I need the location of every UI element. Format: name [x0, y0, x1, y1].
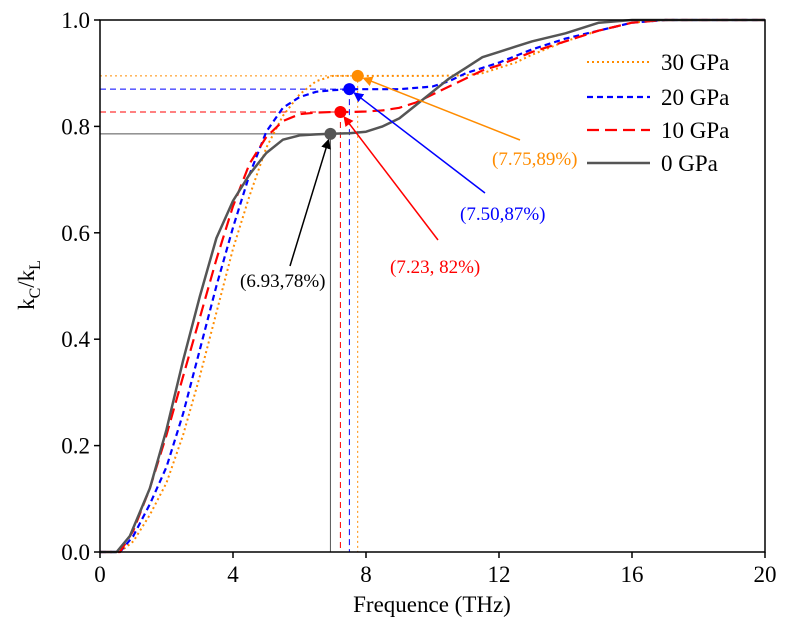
y-tick-label: 0.6: [61, 221, 90, 246]
annotation-arrow-0: [362, 76, 521, 141]
y-tick-label: 0.0: [61, 540, 90, 565]
legend-label-1: 20 GPa: [661, 85, 729, 110]
x-tick-label: 8: [360, 562, 372, 587]
y-tick-label: 0.8: [61, 114, 90, 139]
legend-label-3: 0 GPa: [661, 151, 718, 176]
annotation-point-0: [351, 69, 364, 82]
axes-frame: [99, 19, 766, 553]
annotation-arrow-3: [289, 138, 331, 267]
x-tick-label: 16: [621, 562, 644, 587]
legend-label-0: 30 GPa: [661, 50, 729, 75]
annotation-point-3: [324, 127, 337, 140]
legend-label-2: 10 GPa: [661, 118, 729, 143]
annotation-arrow-1: [353, 92, 486, 194]
annotation-label-2: (7.23, 82%): [390, 257, 480, 278]
x-tick-label: 0: [94, 562, 106, 587]
series-line-0-gpa: [100, 18, 765, 554]
plot-area: 0 4 8 12 16 20 0.0 0.2 0.4 0.6 0.8 1.0 30 GPa 20 GPa 1…: [61, 8, 776, 587]
annotation-label-0: (7.75,89%): [492, 149, 577, 170]
x-tick-label: 12: [488, 562, 511, 587]
y-tick-label: 1.0: [61, 8, 90, 33]
annotation-label-3: (6.93,78%): [240, 271, 325, 292]
annotation-point-1: [343, 83, 356, 96]
annotation-label-1: (7.50,87%): [460, 204, 545, 225]
x-axis-title: Frequence (THz): [353, 592, 511, 617]
series-line-10-gpa: [100, 18, 765, 554]
y-tick-label: 0.2: [61, 434, 90, 459]
y-tick-label: 0.4: [61, 327, 90, 352]
y-axis-title: kC/kL: [14, 260, 44, 310]
x-tick-label: 4: [227, 562, 239, 587]
annotation-arrow-2: [343, 116, 439, 241]
series-line-20-gpa: [100, 18, 765, 554]
annotation-point-2: [334, 106, 347, 119]
x-tick-label: 20: [754, 562, 777, 587]
